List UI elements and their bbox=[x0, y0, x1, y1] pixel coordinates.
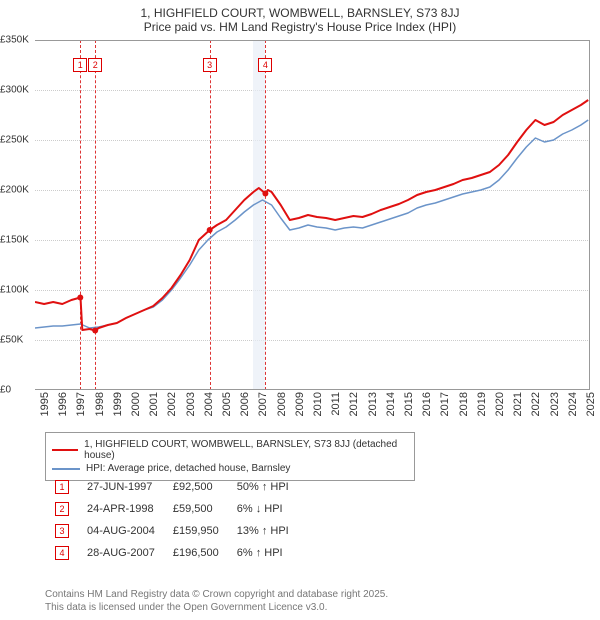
legend-label: HPI: Average price, detached house, Barn… bbox=[86, 463, 290, 474]
x-tick-label: 2010 bbox=[312, 392, 324, 416]
tx-price: £196,500 bbox=[165, 543, 227, 563]
x-tick-label: 2017 bbox=[439, 392, 451, 416]
legend-row: 1, HIGHFIELD COURT, WOMBWELL, BARNSLEY, … bbox=[52, 439, 408, 461]
transactions-table: 1 27-JUN-1997£92,50050% ↑ HPI 2 24-APR-1998… bbox=[45, 475, 299, 565]
y-tick-label: £100K bbox=[0, 285, 34, 296]
table-row: 2 24-APR-1998£59,5006% ↓ HPI bbox=[47, 499, 297, 519]
tx-pct: 6% ↑ HPI bbox=[229, 543, 297, 563]
x-tick-label: 2001 bbox=[148, 392, 160, 416]
tx-price: £59,500 bbox=[165, 499, 227, 519]
legend: 1, HIGHFIELD COURT, WOMBWELL, BARNSLEY, … bbox=[45, 432, 415, 481]
tx-marker-box: 1 bbox=[55, 480, 69, 494]
x-tick-label: 2018 bbox=[458, 392, 470, 416]
chart-marker-box: 3 bbox=[203, 58, 217, 72]
y-tick-label: £200K bbox=[0, 185, 34, 196]
chart-title-line1: 1, HIGHFIELD COURT, WOMBWELL, BARNSLEY, … bbox=[0, 0, 600, 20]
y-tick-label: £300K bbox=[0, 85, 34, 96]
x-tick-label: 1999 bbox=[112, 392, 124, 416]
x-tick-label: 2000 bbox=[130, 392, 142, 416]
x-tick-label: 2005 bbox=[221, 392, 233, 416]
x-tick-label: 1998 bbox=[94, 392, 106, 416]
x-tick-label: 2025 bbox=[585, 392, 597, 416]
x-tick-label: 2012 bbox=[348, 392, 360, 416]
chart-marker-box: 1 bbox=[73, 58, 87, 72]
x-tick-label: 2023 bbox=[549, 392, 561, 416]
x-tick-label: 2007 bbox=[257, 392, 269, 416]
tx-date: 28-AUG-2007 bbox=[79, 543, 163, 563]
x-tick-label: 2004 bbox=[203, 392, 215, 416]
chart-container: { "title_line1": "1, HIGHFIELD COURT, WO… bbox=[0, 0, 600, 620]
transaction-point bbox=[207, 227, 213, 233]
y-tick-label: £50K bbox=[0, 335, 34, 346]
x-tick-label: 1995 bbox=[39, 392, 51, 416]
x-tick-label: 2011 bbox=[330, 392, 342, 416]
x-tick-label: 2006 bbox=[239, 392, 251, 416]
tx-date: 24-APR-1998 bbox=[79, 499, 163, 519]
tx-marker-box: 3 bbox=[55, 524, 69, 538]
tx-date: 27-JUN-1997 bbox=[79, 477, 163, 497]
x-tick-label: 2021 bbox=[512, 392, 524, 416]
table-row: 4 28-AUG-2007£196,5006% ↑ HPI bbox=[47, 543, 297, 563]
x-tick-label: 2009 bbox=[294, 392, 306, 416]
y-tick-label: £250K bbox=[0, 135, 34, 146]
footer-line: This data is licensed under the Open Gov… bbox=[45, 601, 388, 614]
footer-attribution: Contains HM Land Registry data © Crown c… bbox=[45, 588, 388, 614]
x-tick-label: 2002 bbox=[166, 392, 178, 416]
x-tick-label: 2015 bbox=[403, 392, 415, 416]
transaction-point bbox=[262, 191, 268, 197]
legend-label: 1, HIGHFIELD COURT, WOMBWELL, BARNSLEY, … bbox=[84, 439, 408, 461]
x-tick-label: 1996 bbox=[57, 392, 69, 416]
table-row: 1 27-JUN-1997£92,50050% ↑ HPI bbox=[47, 477, 297, 497]
tx-pct: 13% ↑ HPI bbox=[229, 521, 297, 541]
x-tick-label: 1997 bbox=[75, 392, 87, 416]
x-tick-label: 2003 bbox=[185, 392, 197, 416]
transaction-point bbox=[77, 295, 83, 301]
tx-pct: 6% ↓ HPI bbox=[229, 499, 297, 519]
tx-marker-box: 2 bbox=[55, 502, 69, 516]
x-tick-label: 2016 bbox=[421, 392, 433, 416]
tx-price: £92,500 bbox=[165, 477, 227, 497]
x-tick-label: 2019 bbox=[476, 392, 488, 416]
x-tick-label: 2014 bbox=[385, 392, 397, 416]
x-tick-label: 2013 bbox=[367, 392, 379, 416]
legend-swatch bbox=[52, 449, 78, 451]
legend-row: HPI: Average price, detached house, Barn… bbox=[52, 463, 408, 474]
table-row: 3 04-AUG-2004£159,95013% ↑ HPI bbox=[47, 521, 297, 541]
series-hpi bbox=[35, 120, 588, 328]
y-tick-label: £350K bbox=[0, 35, 34, 46]
y-tick-label: £150K bbox=[0, 235, 34, 246]
x-tick-label: 2008 bbox=[276, 392, 288, 416]
tx-marker-box: 4 bbox=[55, 546, 69, 560]
tx-date: 04-AUG-2004 bbox=[79, 521, 163, 541]
x-tick-label: 2024 bbox=[567, 392, 579, 416]
x-tick-label: 2022 bbox=[530, 392, 542, 416]
transaction-point bbox=[92, 328, 98, 334]
tx-price: £159,950 bbox=[165, 521, 227, 541]
series-price_paid bbox=[35, 100, 588, 331]
tx-pct: 50% ↑ HPI bbox=[229, 477, 297, 497]
chart-marker-box: 4 bbox=[258, 58, 272, 72]
legend-swatch bbox=[52, 468, 80, 470]
footer-line: Contains HM Land Registry data © Crown c… bbox=[45, 588, 388, 601]
chart-marker-box: 2 bbox=[88, 58, 102, 72]
x-tick-label: 2020 bbox=[494, 392, 506, 416]
y-tick-label: £0 bbox=[0, 385, 34, 396]
chart-title-line2: Price paid vs. HM Land Registry's House … bbox=[0, 20, 600, 38]
line-plot bbox=[35, 40, 590, 390]
